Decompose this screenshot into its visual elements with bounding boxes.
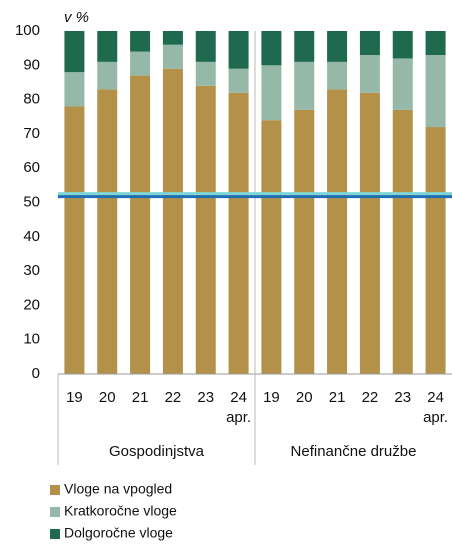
y-tick-label: 50 bbox=[23, 193, 40, 210]
bar-segment bbox=[162, 31, 183, 45]
bar-segment bbox=[359, 31, 380, 56]
x-tick-label: 21 bbox=[132, 389, 149, 406]
bar-segment bbox=[228, 31, 249, 69]
bar-segment bbox=[162, 68, 183, 374]
bar-segment bbox=[195, 85, 216, 374]
bar-segment bbox=[261, 65, 282, 121]
bar-segment bbox=[392, 31, 413, 59]
bar-segment bbox=[294, 109, 315, 374]
y-tick-label: 30 bbox=[23, 262, 40, 279]
bar-segment bbox=[327, 61, 348, 90]
bar-segment bbox=[392, 109, 413, 374]
y-tick-label: 20 bbox=[23, 296, 40, 313]
y-tick-label: 10 bbox=[23, 331, 40, 348]
bar-segment bbox=[392, 58, 413, 110]
bar-segment bbox=[130, 75, 151, 374]
bar-segment bbox=[294, 31, 315, 62]
y-tick-label: 0 bbox=[32, 365, 40, 382]
bar-segment bbox=[130, 31, 151, 52]
bar-segment bbox=[228, 68, 249, 93]
legend-swatch bbox=[50, 507, 60, 517]
y-axis-label: v % bbox=[64, 9, 89, 26]
bar-segment bbox=[130, 51, 151, 76]
bar-segment bbox=[327, 89, 348, 374]
group-label: Gospodinjstva bbox=[109, 443, 205, 460]
legend-label: Vloge na vpogled bbox=[64, 481, 172, 497]
bar-segment bbox=[228, 92, 249, 375]
y-tick-label: 60 bbox=[23, 159, 40, 176]
bar-segment bbox=[327, 31, 348, 62]
bar-segment bbox=[261, 120, 282, 375]
bar-segment bbox=[97, 61, 118, 90]
legend-swatch bbox=[50, 529, 60, 539]
group-label: Nefinančne družbe bbox=[291, 443, 417, 460]
bar-segment bbox=[97, 31, 118, 62]
legend-label: Kratkoročne vloge bbox=[64, 503, 177, 519]
bar-segment bbox=[425, 127, 446, 374]
bar-segment bbox=[261, 31, 282, 66]
y-tick-label: 100 bbox=[15, 22, 40, 39]
bar-segment bbox=[425, 55, 446, 128]
bar-segment bbox=[162, 44, 183, 69]
legend-swatch bbox=[50, 485, 60, 495]
bar-segment bbox=[195, 61, 216, 86]
bar-segment bbox=[64, 72, 85, 107]
x-tick-label: 20 bbox=[296, 389, 313, 406]
bar-segment bbox=[294, 61, 315, 110]
bar-segment bbox=[195, 31, 216, 62]
bar-segment bbox=[425, 31, 446, 56]
x-tick-note: apr. bbox=[423, 409, 448, 426]
y-tick-label: 70 bbox=[23, 125, 40, 142]
x-tick-label: 22 bbox=[165, 389, 182, 406]
bar-segment bbox=[64, 31, 85, 73]
y-tick-label: 40 bbox=[23, 228, 40, 245]
x-tick-label: 24 bbox=[230, 389, 247, 406]
y-tick-label: 80 bbox=[23, 91, 40, 108]
x-tick-label: 19 bbox=[66, 389, 83, 406]
bar-segment bbox=[359, 55, 380, 93]
x-tick-label: 23 bbox=[394, 389, 411, 406]
x-tick-label: 19 bbox=[263, 389, 280, 406]
x-tick-label: 22 bbox=[362, 389, 379, 406]
x-tick-label: 21 bbox=[329, 389, 346, 406]
y-tick-label: 90 bbox=[23, 56, 40, 73]
bar-segment bbox=[359, 92, 380, 375]
x-tick-label: 24 bbox=[427, 389, 444, 406]
legend-label: Dolgoročne vloge bbox=[64, 525, 173, 541]
x-tick-label: 20 bbox=[99, 389, 116, 406]
x-tick-label: 23 bbox=[197, 389, 214, 406]
bar-segment bbox=[64, 106, 85, 375]
bar-segment bbox=[97, 89, 118, 374]
x-tick-note: apr. bbox=[226, 409, 251, 426]
